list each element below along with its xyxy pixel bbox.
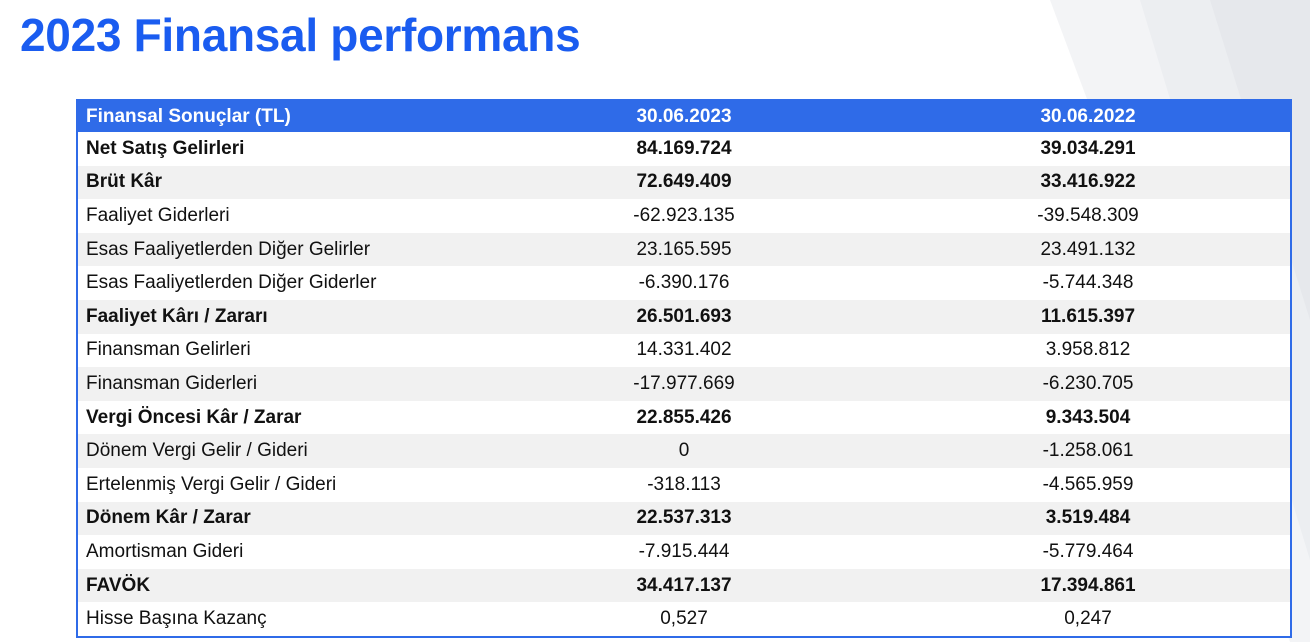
value-2023: 0,527 [482,602,886,636]
value-2022: 17.394.861 [886,568,1290,603]
value-2023: -7.915.444 [482,535,886,569]
page-title: 2023 Finansal performans [20,9,581,61]
value-2022: -5.744.348 [886,266,1290,300]
table-row: Finansman Gelirleri 14.331.402 3.958.812 [78,333,1290,368]
row-label: Ertelenmiş Vergi Gelir / Gideri [78,467,482,502]
table-row: Esas Faaliyetlerden Diğer Giderler -6.390… [78,266,1290,300]
value-2023: 14.331.402 [482,333,886,368]
table-body: Net Satış Gelirleri 84.169.724 39.034.291 B… [78,132,1290,636]
table-row: Dönem Kâr / Zarar 22.537.313 3.519.484 [78,501,1290,536]
row-label: Vergi Öncesi Kâr / Zarar [78,400,482,435]
value-2022: -39.548.309 [886,199,1290,233]
value-2022: 0,247 [886,602,1290,636]
value-2022: -5.779.464 [886,535,1290,569]
table-row: Faaliyet Kârı / Zararı 26.501.693 11.615.3… [78,299,1290,334]
row-label: Amortisman Gideri [78,535,482,569]
table-row: Amortisman Gideri -7.915.444 -5.779.464 [78,535,1290,569]
row-label: Net Satış Gelirleri [78,132,482,166]
value-2022: 11.615.397 [886,299,1290,334]
header-label: Finansal Sonuçlar (TL) [78,101,482,132]
table-row: Ertelenmiş Vergi Gelir / Gideri -318.113-… [78,467,1290,502]
value-2022: -6.230.705 [886,367,1290,401]
value-2023: 26.501.693 [482,299,886,334]
table-row: Brüt Kâr 72.649.409 33.416.922 [78,165,1290,200]
value-2023: -62.923.135 [482,199,886,233]
table-row: Esas Faaliyetlerden Diğer Gelirler 23.165… [78,232,1290,267]
value-2023: -318.113 [482,467,886,502]
value-2023: 72.649.409 [482,165,886,200]
value-2022: 39.034.291 [886,132,1290,166]
table-row: Faaliyet Giderleri -62.923.135 -39.548.309 [78,199,1290,233]
row-label: Esas Faaliyetlerden Diğer Gelirler [78,232,482,267]
row-label: Finansman Gelirleri [78,333,482,368]
table-header-row: Finansal Sonuçlar (TL) 30.06.2023 30.06.… [78,101,1290,132]
row-label: Hisse Başına Kazanç [78,602,482,636]
table-row: Finansman Giderleri -17.977.669 -6.230.705 [78,367,1290,401]
table-row: Vergi Öncesi Kâr / Zarar 22.855.426 9.343.… [78,400,1290,435]
value-2023: 34.417.137 [482,568,886,603]
row-label: FAVÖK [78,568,482,603]
header-2023: 30.06.2023 [482,101,886,132]
value-2023: 84.169.724 [482,132,886,166]
financial-results-table: Finansal Sonuçlar (TL) 30.06.2023 30.06.… [76,99,1292,638]
row-label: Faaliyet Giderleri [78,199,482,233]
value-2022: 33.416.922 [886,165,1290,200]
value-2023: 23.165.595 [482,232,886,267]
value-2023: 0 [482,434,886,468]
value-2022: -1.258.061 [886,434,1290,468]
table-row: Hisse Başına Kazanç 0,527 0,247 [78,602,1290,636]
table-row: Net Satış Gelirleri 84.169.724 39.034.291 [78,132,1290,166]
row-label: Dönem Kâr / Zarar [78,501,482,536]
value-2023: 22.855.426 [482,400,886,435]
value-2022: 3.519.484 [886,501,1290,536]
value-2023: 22.537.313 [482,501,886,536]
value-2023: -17.977.669 [482,367,886,401]
value-2023: -6.390.176 [482,266,886,300]
row-label: Esas Faaliyetlerden Diğer Giderler [78,266,482,300]
table-row: FAVÖK 34.417.137 17.394.861 [78,568,1290,603]
row-label: Finansman Giderleri [78,367,482,401]
value-2022: 9.343.504 [886,400,1290,435]
value-2022: 3.958.812 [886,333,1290,368]
row-label: Dönem Vergi Gelir / Gideri [78,434,482,468]
table-row: Dönem Vergi Gelir / Gideri 0 -1.258.061 [78,434,1290,468]
value-2022: -4.565.959 [886,467,1290,502]
row-label: Faaliyet Kârı / Zararı [78,299,482,334]
row-label: Brüt Kâr [78,165,482,200]
header-2022: 30.06.2022 [886,101,1290,132]
value-2022: 23.491.132 [886,232,1290,267]
